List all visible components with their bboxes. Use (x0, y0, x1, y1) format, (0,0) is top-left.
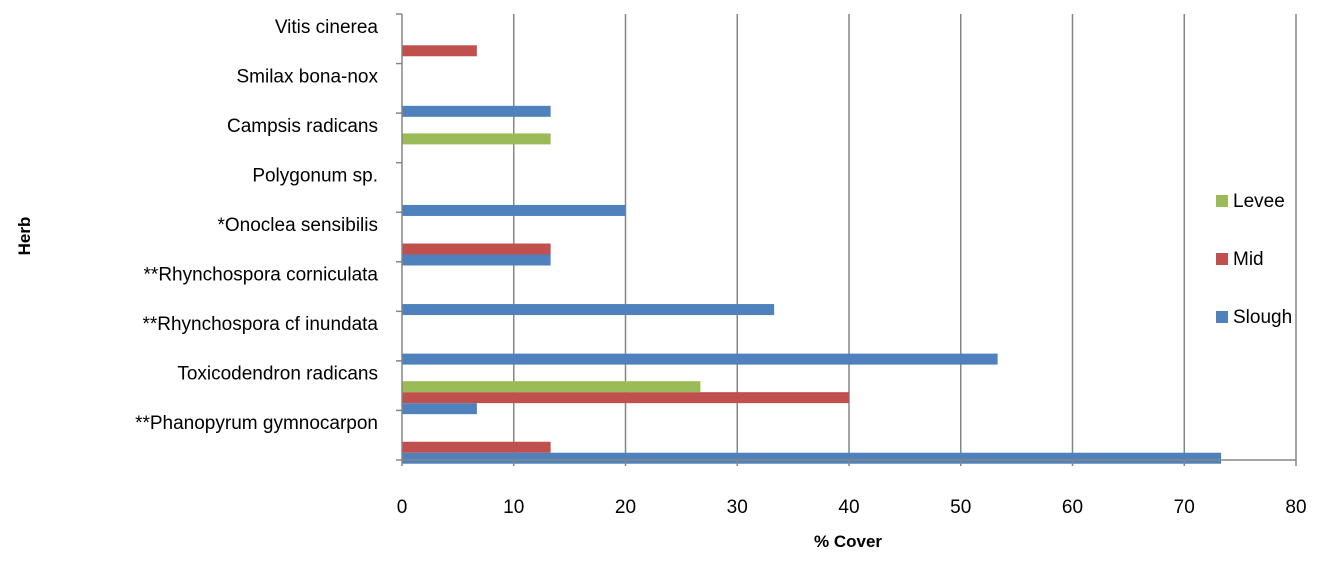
x-tick-label: 40 (838, 497, 859, 518)
x-tick-label: 50 (950, 497, 971, 518)
category-label: **Rhynchospora cf inundata (142, 314, 378, 335)
bar-mid (402, 441, 551, 453)
bar-levee (402, 381, 701, 393)
x-tick-label: 10 (503, 497, 524, 518)
category-label: Polygonum sp. (252, 165, 378, 186)
bar-levee (402, 133, 551, 145)
bar-slough (402, 353, 998, 365)
bar-slough (402, 452, 1222, 464)
x-axis-title: % Cover (814, 532, 882, 551)
x-tick-label: 60 (1062, 497, 1083, 518)
legend-swatch-slough (1216, 311, 1228, 323)
bar-mid (402, 392, 849, 404)
legend: Levee Mid Slough (1216, 191, 1292, 328)
bar-mid (402, 243, 551, 255)
x-tick-label: 0 (397, 497, 408, 518)
legend-label-levee: Levee (1233, 191, 1285, 212)
category-label: Campsis radicans (227, 116, 378, 137)
bar-slough (402, 304, 775, 316)
x-tick-label: 80 (1285, 497, 1306, 518)
x-tick-labels: 0 10 20 30 40 50 60 70 80 (397, 497, 1307, 518)
legend-label-mid: Mid (1233, 249, 1264, 270)
gridlines (513, 14, 1297, 460)
legend-swatch-mid (1216, 253, 1228, 265)
bar-mid (402, 45, 477, 57)
x-tick-label: 70 (1174, 497, 1195, 518)
category-label: Smilax bona-nox (236, 66, 378, 87)
legend-label-slough: Slough (1233, 307, 1292, 328)
category-label: **Phanopyrum gymnocarpon (135, 413, 378, 434)
category-label: Toxicodendron radicans (177, 364, 378, 385)
bar-slough (402, 204, 626, 216)
category-label: Vitis cinerea (275, 17, 379, 38)
category-label: *Onoclea sensibilis (217, 215, 378, 236)
legend-swatch-levee (1216, 195, 1228, 207)
axes (396, 13, 1297, 466)
x-tick-label: 30 (727, 497, 748, 518)
bars (402, 45, 1222, 464)
bar-slough (402, 403, 477, 415)
category-label: **Rhynchospora corniculata (144, 265, 379, 286)
y-tick-labels: **Phanopyrum gymnocarpon Toxicodendron ra… (135, 17, 378, 434)
x-tick-label: 20 (615, 497, 636, 518)
bar-slough (402, 105, 551, 117)
y-axis-title: Herb (15, 217, 34, 256)
bar-slough (402, 254, 551, 266)
